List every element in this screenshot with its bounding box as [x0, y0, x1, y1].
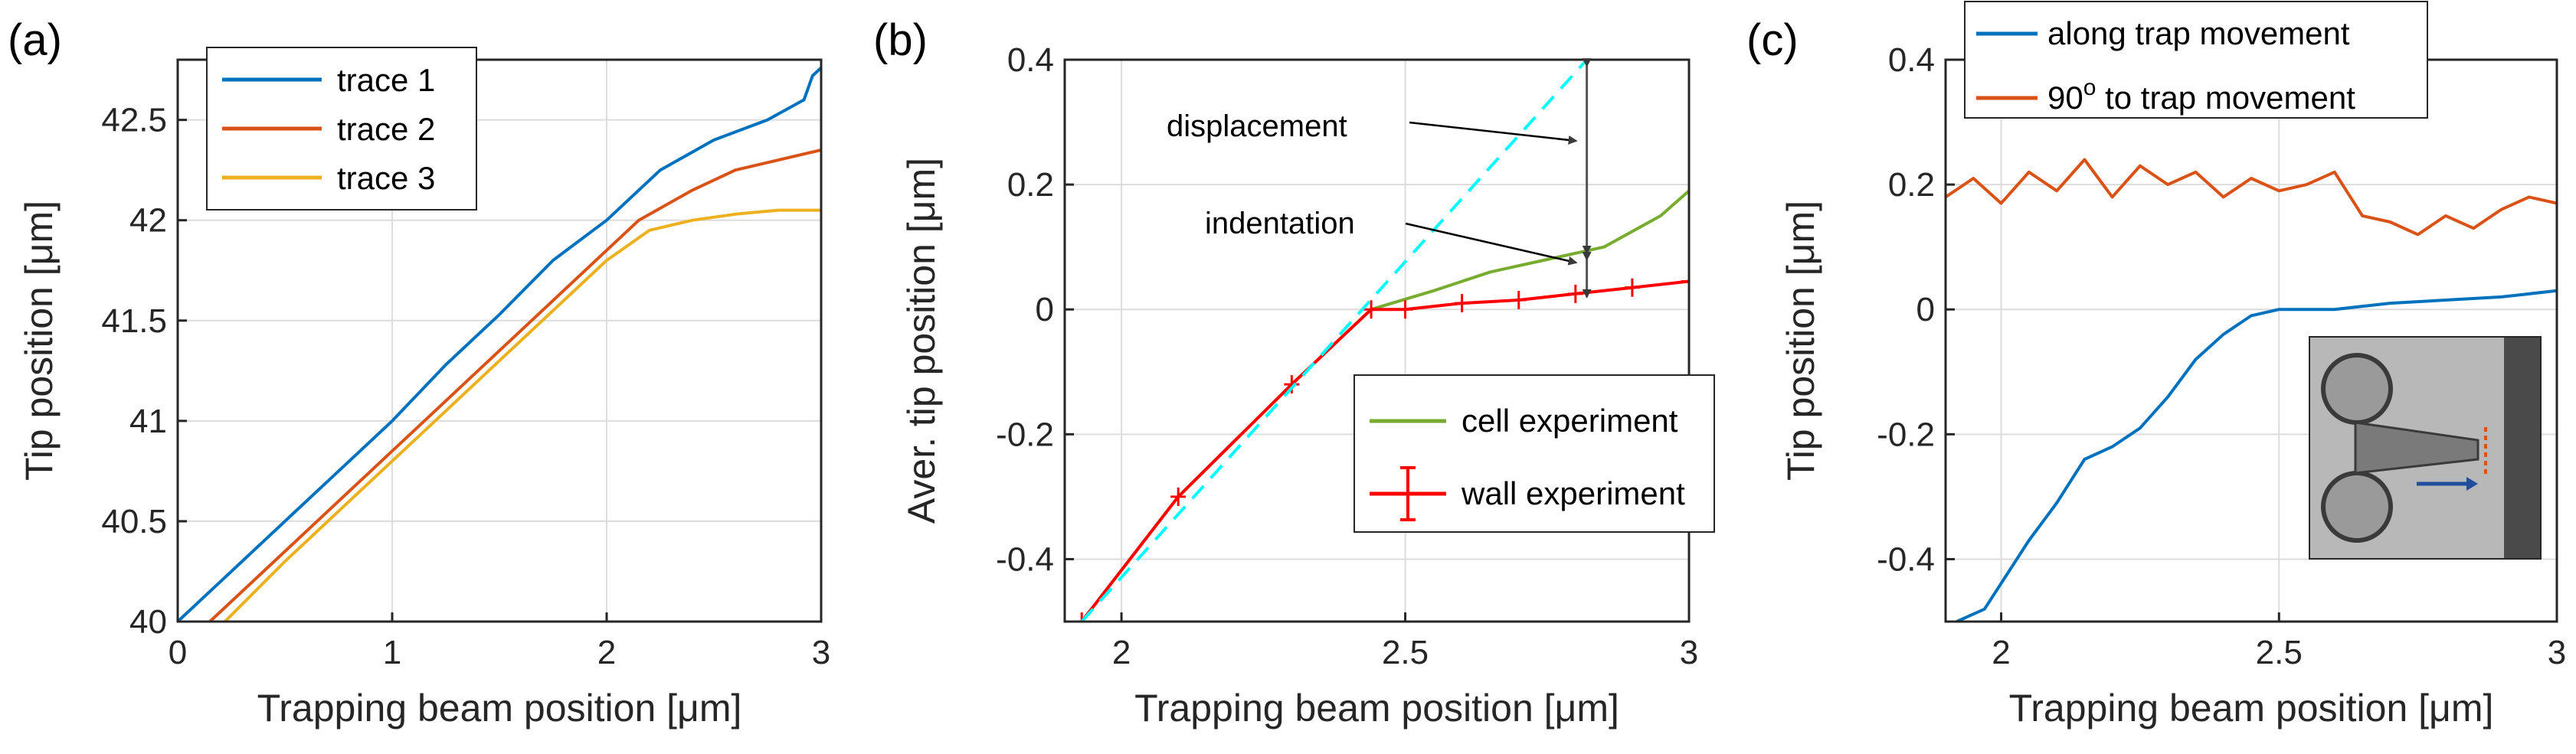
plot-area — [178, 67, 821, 622]
x-tick-label: 2 — [1112, 634, 1131, 671]
series-wall-experiment — [1080, 279, 1689, 622]
plot-area — [1074, 60, 1689, 622]
panel-c: (c) 2 2.5 3 -0.4 -0.2 0 0.2 0.4 Trapping beam pos… — [1746, 1, 2566, 730]
y-tick-label: 0 — [1036, 291, 1054, 328]
y-tick-label: 0 — [1916, 291, 1935, 328]
x-tick-label: 3 — [2548, 634, 2566, 671]
panel-label: (a) — [8, 15, 62, 65]
x-tick-label: 2.5 — [1382, 634, 1429, 671]
y-axis-label: Aver. tip position [μm] — [900, 158, 943, 524]
y-tick-label: 0.2 — [1007, 166, 1054, 204]
inset-microscope-image — [2309, 336, 2542, 560]
y-tick-label: -0.2 — [1877, 416, 1935, 453]
y-tick-label: -0.4 — [996, 540, 1054, 578]
legend-label: trace 3 — [337, 160, 435, 196]
x-axis-label: Trapping beam position [μm] — [257, 687, 742, 730]
legend-label: trace 1 — [337, 62, 435, 98]
panel-label: (b) — [873, 15, 928, 65]
annotation-pointer — [1405, 222, 1578, 266]
inset-cell-wall — [2504, 337, 2541, 559]
x-tick-label: 3 — [812, 634, 830, 671]
panel-b: (b) 2 2.5 3 -0.4 -0.2 0 0.2 0.4 Trapping beam pos… — [873, 15, 1715, 730]
legend-label: along trap movement — [2047, 15, 2350, 51]
x-tick-label: 0 — [169, 634, 187, 671]
x-axis-label: Trapping beam position [μm] — [2009, 687, 2494, 730]
y-tick-label: 42 — [129, 202, 167, 240]
series-trace-3 — [224, 208, 821, 622]
y-tick-label: 41 — [129, 403, 167, 440]
panel-label: (c) — [1746, 15, 1799, 65]
y-tick-label: 0.2 — [1888, 166, 1935, 204]
panel-a: (a) 0 1 2 3 40 40.5 41 41.5 42 42.5 Trapping beam p… — [8, 15, 830, 730]
y-tick-label: 40.5 — [101, 503, 167, 540]
y-tick-label: 0.4 — [1007, 41, 1054, 79]
inset-probe — [2354, 421, 2479, 475]
y-tick-label: 0.4 — [1888, 41, 1935, 79]
legend-box — [1353, 374, 1715, 533]
y-tick-label: -0.2 — [996, 416, 1054, 453]
series-trace-1 — [178, 67, 821, 622]
y-axis-label: Tip position [μm] — [1779, 201, 1822, 481]
series-trace-2 — [208, 149, 821, 622]
inset-frame — [2309, 336, 2542, 560]
y-tick-label: 41.5 — [101, 302, 167, 340]
x-tick-label: 3 — [1680, 634, 1698, 671]
y-tick-label: 40 — [129, 603, 167, 641]
x-tick-label: 2.5 — [2256, 634, 2303, 671]
x-tick-label: 1 — [383, 634, 401, 671]
y-tick-label: -0.4 — [1877, 540, 1935, 578]
annotation-pointer — [1409, 121, 1578, 145]
x-axis-label: Trapping beam position [μm] — [1134, 687, 1619, 730]
legend-box — [1964, 1, 2428, 119]
inset-bead — [2321, 471, 2393, 543]
series-along-trap-movement — [1956, 289, 2557, 622]
legend-label: 90o to trap movement — [2047, 75, 2355, 116]
legend-label: wall experiment — [1461, 475, 1685, 511]
legend-label: trace 2 — [337, 111, 435, 147]
x-tick-label: 2 — [597, 634, 616, 671]
inset-arrowhead-blue — [2466, 477, 2478, 491]
axes-frame — [1063, 58, 1691, 623]
series-90-to-trap-movement — [1946, 158, 2557, 237]
legend-label: cell experiment — [1461, 403, 1678, 439]
axes-frame — [176, 58, 823, 623]
series-linear-fit — [1080, 60, 1589, 622]
annotation-displacement: displacement — [1167, 109, 1347, 143]
inset-bead — [2321, 353, 2393, 425]
y-tick-label: 42.5 — [101, 102, 167, 139]
y-axis-label: Tip position [μm] — [18, 201, 61, 481]
annotation-indentation: indentation — [1205, 207, 1355, 240]
x-tick-label: 2 — [1992, 634, 2010, 671]
plot-area — [1946, 158, 2557, 622]
